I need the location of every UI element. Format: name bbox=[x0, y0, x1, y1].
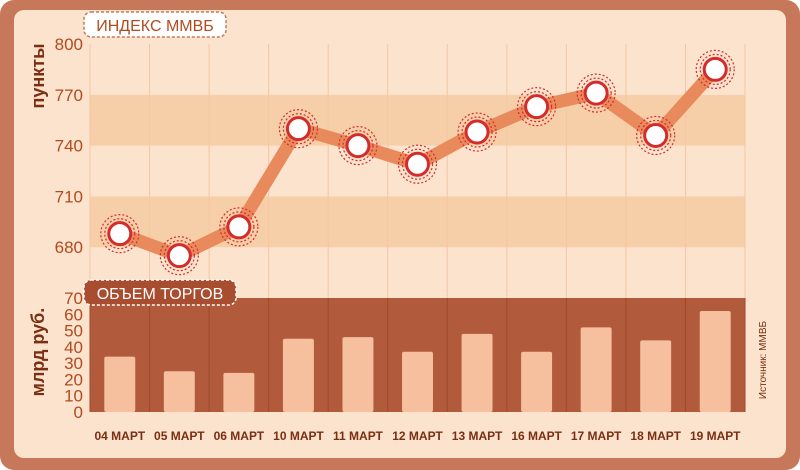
marker-dot bbox=[702, 56, 728, 82]
volume-y-tick-label: 40 bbox=[64, 338, 83, 357]
marker-dot bbox=[345, 133, 371, 159]
x-axis-labels: 04 МАРТ 05 МАРТ 06 МАРТ 10 МАРТ 11 МАРТ 12 МА… bbox=[95, 429, 742, 443]
marker-outer-ring bbox=[516, 87, 557, 127]
volume-bar bbox=[699, 311, 731, 412]
volume-y-tick-label: 0 bbox=[74, 403, 83, 422]
index-markers bbox=[100, 49, 735, 276]
marker-mid-ring bbox=[461, 116, 493, 148]
volume-bar bbox=[282, 338, 314, 412]
marker-outer-ring bbox=[397, 144, 438, 184]
marker-outer-ring bbox=[278, 109, 319, 149]
marker-dot bbox=[405, 151, 430, 177]
marker-mid-ring bbox=[520, 91, 553, 123]
index-point bbox=[695, 49, 735, 90]
marker-mid-ring bbox=[342, 130, 374, 162]
marker-dot bbox=[166, 243, 192, 269]
marker-dot bbox=[107, 221, 133, 247]
x-axis-label: 18 МАРТ bbox=[630, 429, 681, 443]
volume-bars bbox=[104, 311, 731, 412]
index-point bbox=[278, 109, 319, 149]
x-axis-label: 11 МАРТ bbox=[333, 429, 384, 443]
marker-outer-ring bbox=[100, 214, 140, 254]
volume-y-tick-label: 50 bbox=[64, 322, 83, 341]
index-y-ticks: 680 710 740 770 800 bbox=[55, 35, 83, 257]
marker-outer-ring bbox=[695, 49, 735, 90]
index-y-tick-label: 740 bbox=[55, 137, 83, 156]
volume-y-tick-label: 20 bbox=[64, 370, 83, 389]
x-axis-label: 05 МАРТ bbox=[154, 429, 205, 443]
x-axis-label: 17 МАРТ bbox=[571, 429, 622, 443]
marker-mid-ring bbox=[282, 113, 315, 145]
plot-band bbox=[90, 44, 745, 95]
marker-mid-ring bbox=[104, 218, 136, 250]
x-axis-label: 06 МАРТ bbox=[214, 429, 265, 443]
index-point bbox=[219, 207, 259, 247]
index-point bbox=[516, 87, 557, 127]
volume-y-tick-label: 10 bbox=[64, 387, 83, 406]
volume-y-axis-title: млрд руб. bbox=[28, 308, 48, 397]
marker-mid-ring bbox=[401, 148, 434, 180]
marker-outer-ring bbox=[159, 236, 199, 276]
volume-bar bbox=[640, 340, 672, 412]
index-title-box bbox=[83, 11, 227, 38]
marker-outer-ring bbox=[576, 73, 616, 113]
volume-bar bbox=[461, 333, 493, 412]
index-point bbox=[338, 126, 378, 166]
index-y-tick-label: 800 bbox=[55, 35, 83, 54]
volume-bar bbox=[521, 351, 553, 412]
index-title: ИНДЕКС ММВБ bbox=[96, 18, 214, 35]
volume-title-box bbox=[83, 279, 237, 306]
index-y-axis-title: пункты bbox=[28, 44, 48, 109]
marker-mid-ring bbox=[580, 77, 612, 109]
volume-bar bbox=[223, 372, 255, 412]
index-point bbox=[100, 214, 140, 254]
source-note: Источник: ММВБ bbox=[758, 320, 769, 399]
marker-dot bbox=[226, 214, 252, 240]
volume-bar bbox=[163, 371, 195, 412]
x-axis-label: 10 МАРТ bbox=[273, 429, 324, 443]
index-y-tick-label: 770 bbox=[55, 86, 83, 105]
marker-dot bbox=[524, 94, 550, 120]
volume-y-tick-label: 70 bbox=[64, 289, 83, 308]
marker-mid-ring bbox=[163, 240, 195, 272]
x-axis-label: 04 МАРТ bbox=[95, 429, 146, 443]
marker-outer-ring bbox=[338, 126, 378, 166]
marker-mid-ring bbox=[223, 211, 255, 243]
volume-title: ОБЪЕМ ТОРГОВ bbox=[97, 286, 224, 303]
index-point bbox=[576, 73, 616, 113]
marker-outer-ring bbox=[457, 112, 497, 152]
plot-band bbox=[90, 196, 745, 248]
volume-y-tick-label: 30 bbox=[64, 354, 83, 373]
index-point bbox=[397, 144, 438, 184]
index-point bbox=[636, 115, 676, 156]
volume-bar bbox=[580, 327, 612, 412]
index-plot-bands bbox=[90, 44, 745, 298]
index-y-tick-label: 680 bbox=[55, 238, 83, 257]
volume-bar bbox=[402, 351, 433, 412]
marker-dot bbox=[583, 80, 609, 106]
volume-y-tick-label: 60 bbox=[64, 305, 83, 324]
x-axis-label: 13 МАРТ bbox=[452, 429, 503, 443]
marker-mid-ring bbox=[640, 119, 672, 152]
index-y-tick-label: 710 bbox=[55, 187, 83, 206]
volume-vertical-gridlines bbox=[89, 298, 746, 412]
index-point bbox=[457, 112, 497, 152]
x-axis-label: 12 МАРТ bbox=[392, 429, 443, 443]
index-point bbox=[159, 236, 199, 276]
marker-outer-ring bbox=[219, 207, 259, 247]
marker-dot bbox=[464, 119, 490, 145]
volume-bar bbox=[104, 356, 136, 412]
x-axis-label: 16 МАРТ bbox=[511, 429, 562, 443]
marker-mid-ring bbox=[699, 53, 731, 86]
volume-bar bbox=[342, 337, 374, 412]
marker-outer-ring bbox=[636, 115, 676, 156]
x-axis-label: 19 МАРТ bbox=[690, 429, 741, 443]
marker-dot bbox=[643, 122, 669, 148]
marker-dot bbox=[285, 116, 311, 142]
